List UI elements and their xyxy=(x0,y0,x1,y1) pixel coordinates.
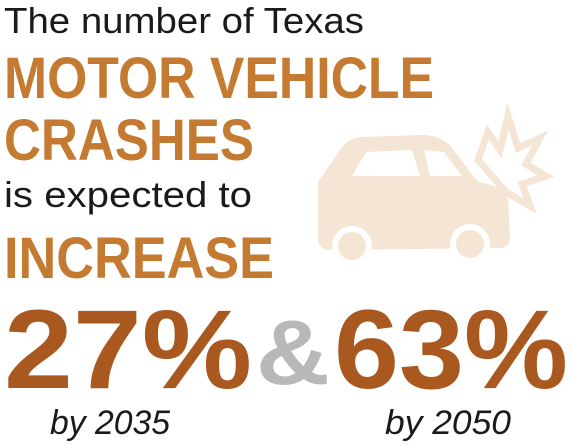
car-crash-icon xyxy=(318,102,555,266)
headline: CRASHES xyxy=(4,108,254,173)
connector: & xyxy=(256,302,330,404)
headline: MOTOR VEHICLE xyxy=(4,46,434,111)
headline: INCREASE xyxy=(4,226,274,291)
figure-value: 63% xyxy=(334,287,568,412)
intro-line: is expected to xyxy=(4,174,252,215)
figure-label: by 2050 xyxy=(385,404,511,442)
intro-line: The number of Texas xyxy=(4,0,364,41)
figure-label: by 2035 xyxy=(50,404,170,442)
figure-value: 27% xyxy=(4,287,252,412)
